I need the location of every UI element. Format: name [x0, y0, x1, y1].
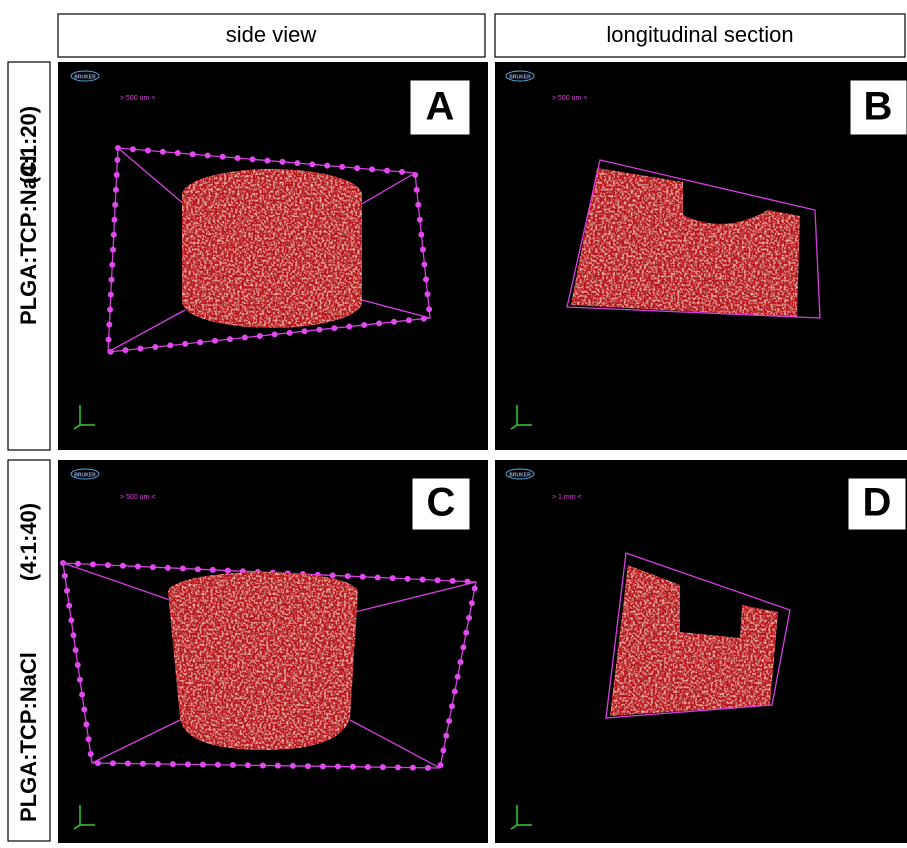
panel-letter: C [427, 481, 456, 525]
panel-letter: D [863, 481, 892, 525]
panel-letter: B [864, 85, 893, 129]
scaffold [182, 169, 362, 328]
column-header: side view [226, 22, 317, 47]
scale-label: > 500 um < [552, 95, 587, 102]
scale-label: > 500 um < [120, 494, 155, 501]
panel: BRUKER > 500 um < B [495, 62, 907, 450]
logo: BRUKER [509, 74, 531, 80]
row-ratio: (4:1:20) [16, 106, 41, 184]
panel: BRUKER > 500 um < A [58, 62, 488, 450]
panel: BRUKER > 500 um < C [58, 460, 488, 843]
logo: BRUKER [74, 74, 96, 80]
logo: BRUKER [74, 472, 96, 478]
panel: BRUKER > 1 mm < D [495, 460, 907, 843]
page: side view longitudinal section PLGA:TCP:… [0, 0, 907, 843]
scaffold [168, 572, 358, 750]
row-label: PLGA:TCP:NaCl [16, 652, 41, 822]
logo: BRUKER [509, 472, 531, 478]
scale-label: > 500 um < [120, 95, 155, 102]
figure: side view longitudinal section PLGA:TCP:… [0, 0, 907, 843]
column-header: longitudinal section [606, 22, 793, 47]
row-ratio: (4:1:40) [16, 503, 41, 581]
scale-label: > 1 mm < [552, 494, 582, 501]
panel-letter: A [426, 85, 455, 129]
